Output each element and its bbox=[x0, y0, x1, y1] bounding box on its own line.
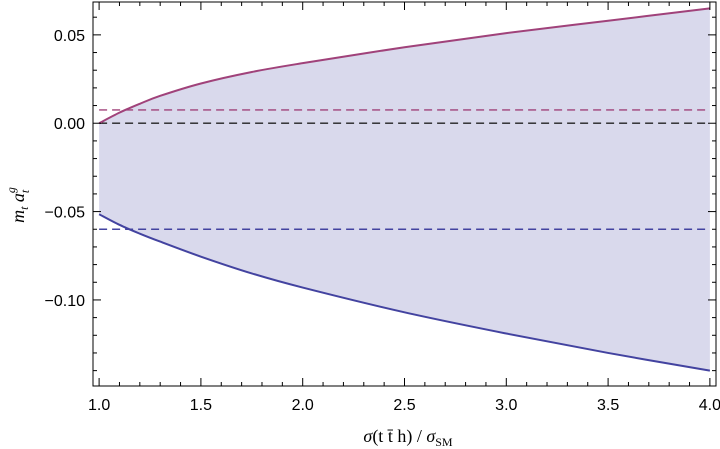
x-tick-label: 2.5 bbox=[393, 397, 415, 414]
x-tick-label: 3.0 bbox=[495, 397, 517, 414]
y-tick-label: −0.10 bbox=[45, 293, 86, 310]
lower-curve bbox=[98, 213, 711, 372]
x-tick-label: 2.0 bbox=[292, 397, 314, 414]
x-tick-label: 4.0 bbox=[699, 397, 720, 414]
x-tick-label: 1.0 bbox=[88, 397, 110, 414]
x-tick-label: 1.5 bbox=[190, 397, 212, 414]
shaded-band bbox=[99, 8, 710, 371]
y-tick-label: 0.05 bbox=[54, 28, 85, 45]
y-tick-label: −0.05 bbox=[45, 205, 86, 222]
x-tick-label: 3.5 bbox=[597, 397, 619, 414]
upper-curve bbox=[98, 7, 711, 125]
y-tick-label: 0.00 bbox=[54, 116, 85, 133]
y-axis-title: mt agt bbox=[4, 187, 32, 223]
x-axis-title: σ(t t̄ h) / σSM bbox=[363, 426, 452, 449]
